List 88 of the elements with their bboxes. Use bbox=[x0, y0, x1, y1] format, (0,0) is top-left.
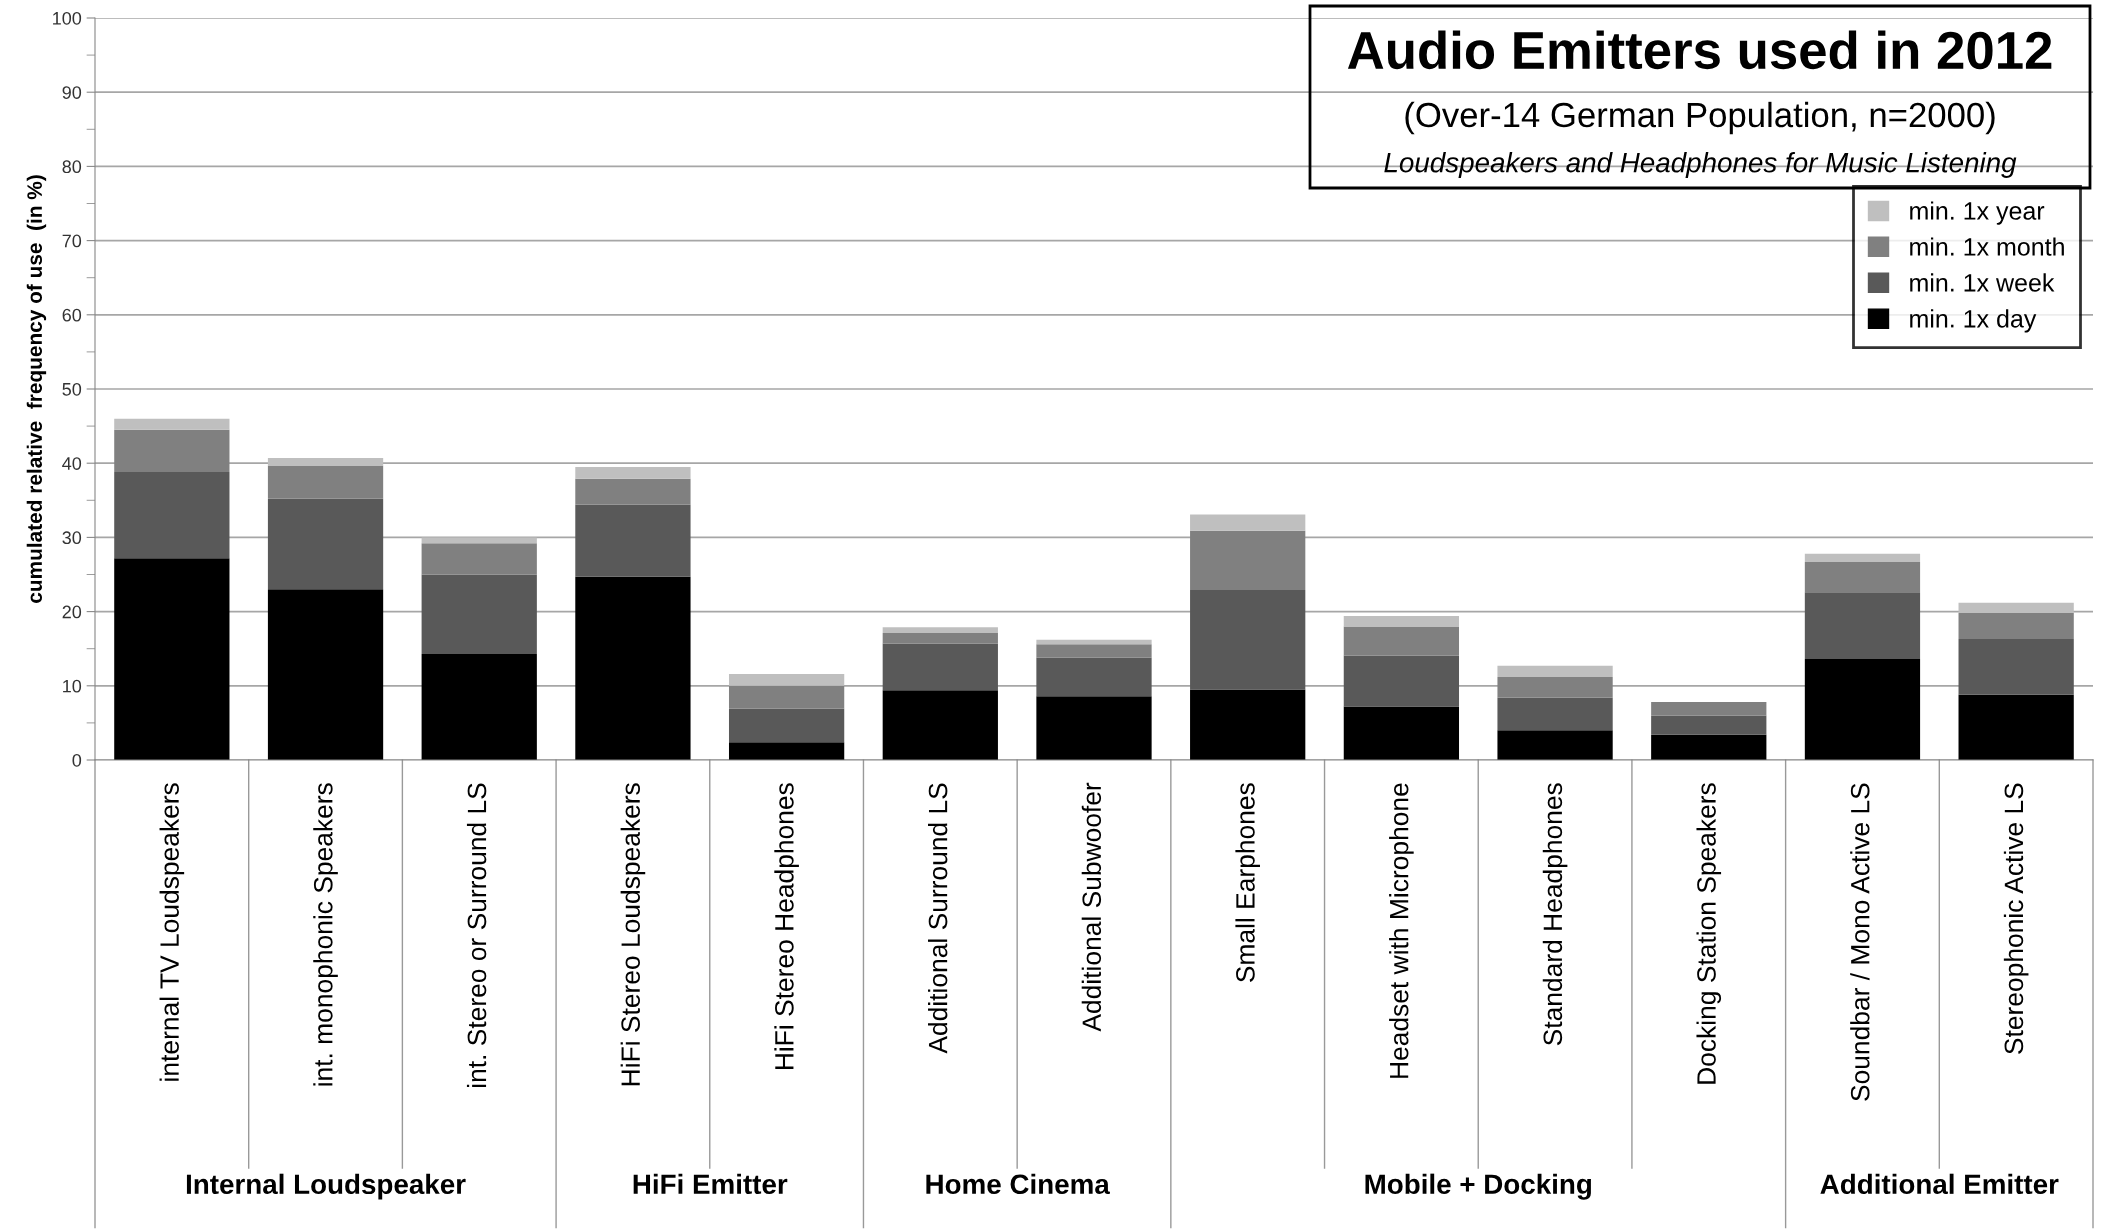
bar bbox=[1343, 706, 1460, 760]
bar bbox=[882, 627, 998, 634]
legend-label: min. 1x year bbox=[1910, 201, 2045, 225]
bar bbox=[728, 673, 845, 686]
bar bbox=[1497, 676, 1613, 698]
y-tick-label: 40 bbox=[62, 457, 82, 470]
bar bbox=[1036, 639, 1152, 645]
y-tick-label: 70 bbox=[62, 234, 82, 248]
bar bbox=[575, 504, 691, 577]
bar bbox=[882, 633, 998, 644]
y-tick-label: 60 bbox=[62, 308, 82, 322]
bar bbox=[882, 643, 998, 691]
x-tick-label: Soundbar / Mono Active LS bbox=[1850, 783, 1870, 1101]
y-tick-label: 0 bbox=[72, 753, 82, 767]
x-tick-label: Additional Surround LS bbox=[928, 783, 948, 1054]
y-tick-label: 50 bbox=[62, 382, 82, 396]
bar bbox=[1651, 734, 1767, 760]
x-tick-label: Additional Subwoofer bbox=[1081, 782, 1102, 1032]
bar bbox=[1497, 665, 1613, 677]
x-tick-label: Docking Station Speakers bbox=[1696, 783, 1722, 1084]
bar bbox=[575, 576, 691, 760]
bar bbox=[1804, 553, 1921, 562]
bar bbox=[421, 653, 537, 760]
bar bbox=[1190, 590, 1306, 690]
legend-label: min. 1x week bbox=[1910, 273, 2055, 292]
text: Mobile + Docking bbox=[1365, 1173, 1591, 1200]
x-tick-label: HiFi Stereo Loudspeakers bbox=[620, 783, 646, 1086]
bar bbox=[1958, 694, 2074, 760]
bar bbox=[1497, 697, 1613, 731]
bar bbox=[267, 458, 384, 466]
x-tick-label: Standard Headphones bbox=[1542, 783, 1568, 1046]
bar bbox=[1343, 616, 1460, 627]
bar bbox=[1804, 561, 1921, 593]
annotation: Loudspeakers and Headphones for Music Listening bbox=[1384, 152, 2017, 178]
bar bbox=[267, 498, 384, 590]
y-axis-title: cumulated relative frequency of use (in %) bbox=[26, 175, 47, 603]
bar bbox=[421, 574, 537, 654]
x-tick-label: internal TV Loudspeakers bbox=[159, 783, 185, 1081]
bar bbox=[1804, 592, 1921, 660]
bar bbox=[882, 690, 998, 760]
bar bbox=[728, 708, 845, 743]
bar bbox=[1958, 602, 2074, 614]
bar bbox=[114, 558, 230, 760]
y-tick-label: 20 bbox=[62, 605, 82, 619]
y-tick-label: 90 bbox=[62, 86, 82, 99]
bar bbox=[421, 543, 537, 575]
bar bbox=[1036, 644, 1152, 658]
bar bbox=[728, 685, 845, 709]
text: Home Cinema bbox=[926, 1173, 1110, 1195]
bar bbox=[1651, 702, 1767, 716]
bar bbox=[575, 466, 691, 479]
bar bbox=[575, 478, 691, 505]
bar bbox=[1343, 626, 1460, 656]
legend-label: min. 1x month bbox=[1910, 237, 2064, 256]
y-tick-label: 30 bbox=[62, 531, 82, 545]
bar bbox=[1497, 730, 1613, 760]
bar bbox=[1651, 715, 1767, 735]
chart-title: Audio Emitters used in 2012 bbox=[1347, 30, 2052, 70]
bar bbox=[1190, 530, 1306, 591]
bar bbox=[1958, 639, 2074, 695]
bar bbox=[1190, 514, 1306, 531]
x-tick-label: int. Stereo or Surround LS bbox=[466, 783, 487, 1088]
text: (Over-14 German Population, n=2000) bbox=[1405, 101, 1995, 135]
text: Additional Emitter bbox=[1820, 1173, 2059, 1195]
text: HiFi Emitter bbox=[633, 1173, 788, 1195]
x-tick-label: HiFi Stereo Headphones bbox=[774, 783, 799, 1070]
bar bbox=[1036, 657, 1152, 697]
bar bbox=[267, 589, 384, 760]
text: Internal Loudspeaker bbox=[186, 1173, 466, 1200]
x-tick-label: Headset with Microphone bbox=[1389, 783, 1414, 1078]
bar bbox=[267, 465, 384, 499]
legend-label: min. 1x day bbox=[1910, 309, 2037, 333]
bar bbox=[728, 742, 845, 760]
bar bbox=[114, 472, 230, 559]
bar bbox=[1343, 655, 1460, 707]
bar bbox=[1190, 689, 1306, 760]
bar bbox=[1958, 613, 2074, 640]
bar bbox=[1036, 696, 1152, 760]
x-tick-label: int. monophonic Speakers bbox=[313, 783, 338, 1086]
bar bbox=[1804, 659, 1921, 760]
y-tick-label: 80 bbox=[62, 160, 82, 174]
y-tick-label: 100 bbox=[53, 11, 82, 25]
y-tick-label: 10 bbox=[63, 679, 82, 693]
bar bbox=[114, 429, 230, 473]
x-tick-label: Stereophonic Active LS bbox=[2003, 783, 2029, 1054]
x-tick-label: Small Earphones bbox=[1235, 783, 1260, 983]
bar bbox=[114, 418, 230, 430]
bar bbox=[421, 537, 537, 544]
